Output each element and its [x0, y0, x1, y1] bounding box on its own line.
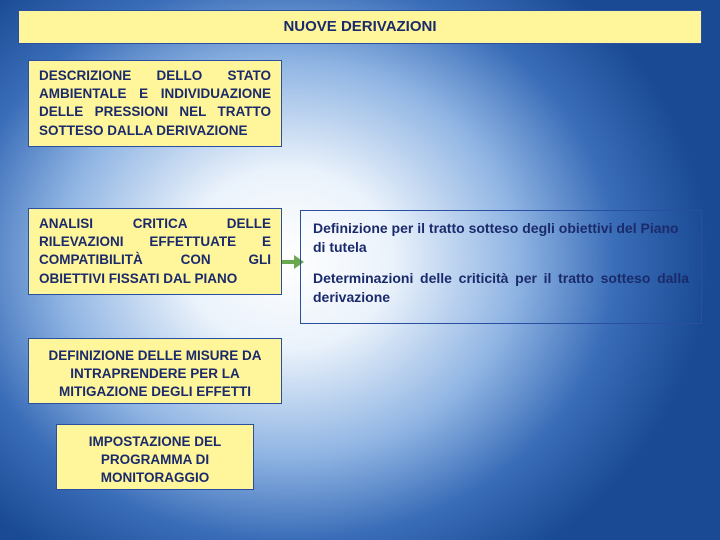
right-panel: Definizione per il tratto sotteso degli …: [300, 210, 702, 324]
slide: NUOVE DERIVAZIONI DESCRIZIONE DELLO STAT…: [0, 0, 720, 540]
right-p2: Determinazioni delle criticità per il tr…: [313, 269, 689, 307]
box-impostazione: IMPOSTAZIONE DEL PROGRAMMA DI MONITORAGG…: [56, 424, 254, 490]
box-descrizione: DESCRIZIONE DELLO STATO AMBIENTALE E IND…: [28, 60, 282, 147]
box-definizione-text: DEFINIZIONE DELLE MISURE DA INTRAPRENDER…: [48, 348, 261, 399]
box-impostazione-text: IMPOSTAZIONE DEL PROGRAMMA DI MONITORAGG…: [89, 434, 222, 485]
box-analisi: ANALISI CRITICA DELLE RILEVAZIONI EFFETT…: [28, 208, 282, 295]
box-analisi-text: ANALISI CRITICA DELLE RILEVAZIONI EFFETT…: [39, 216, 271, 286]
box-descrizione-text: DESCRIZIONE DELLO STATO AMBIENTALE E IND…: [39, 68, 271, 138]
box-definizione: DEFINIZIONE DELLE MISURE DA INTRAPRENDER…: [28, 338, 282, 404]
slide-title: NUOVE DERIVAZIONI: [283, 18, 436, 35]
right-p1: Definizione per il tratto sotteso degli …: [313, 219, 689, 257]
title-box: NUOVE DERIVAZIONI: [18, 10, 702, 44]
